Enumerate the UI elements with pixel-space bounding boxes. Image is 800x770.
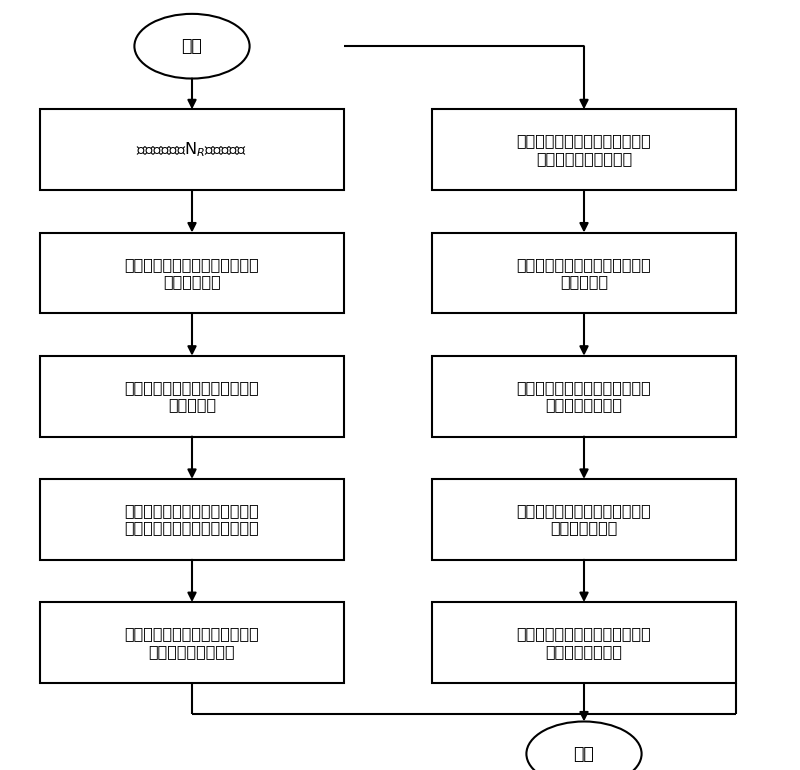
FancyBboxPatch shape xyxy=(40,602,344,683)
Text: 目的节点对源节点的发送信号进
行差分解调: 目的节点对源节点的发送信号进 行差分解调 xyxy=(517,256,651,290)
Text: 最佳的中继节点对接收信号进行
差分调制和差分解调: 最佳的中继节点对接收信号进行 差分调制和差分解调 xyxy=(125,626,259,659)
Text: 源节点对信源信息进行星座映射
和差分调制: 源节点对信源信息进行星座映射 和差分调制 xyxy=(125,380,259,413)
FancyBboxPatch shape xyxy=(432,109,736,190)
Text: 目的节点对最佳中继节点的发送
信号进行差分解调: 目的节点对最佳中继节点的发送 信号进行差分解调 xyxy=(517,380,651,413)
Text: 为源节点分配N$_R$个中继节点: 为源节点分配N$_R$个中继节点 xyxy=(137,140,247,159)
Text: 目的节点对最大比合并的输出信
号进行星座逆映射: 目的节点对最大比合并的输出信 号进行星座逆映射 xyxy=(517,626,651,659)
Text: 最佳的中继节点将差分调制的输
出信号转发到目的节点: 最佳的中继节点将差分调制的输 出信号转发到目的节点 xyxy=(517,133,651,166)
FancyBboxPatch shape xyxy=(432,356,736,437)
Ellipse shape xyxy=(526,721,642,770)
FancyBboxPatch shape xyxy=(40,109,344,190)
Text: 目的节点对差分解调的输出信号
进行最大比合并: 目的节点对差分解调的输出信号 进行最大比合并 xyxy=(517,503,651,536)
FancyBboxPatch shape xyxy=(40,356,344,437)
Ellipse shape xyxy=(134,14,250,79)
Text: 结束: 结束 xyxy=(574,745,594,763)
FancyBboxPatch shape xyxy=(432,233,736,313)
FancyBboxPatch shape xyxy=(432,602,736,683)
FancyBboxPatch shape xyxy=(40,233,344,313)
FancyBboxPatch shape xyxy=(432,479,736,560)
Text: 比较中继链路的信噪比，选择最
佳的中继节点: 比较中继链路的信噪比，选择最 佳的中继节点 xyxy=(125,256,259,290)
FancyBboxPatch shape xyxy=(40,479,344,560)
Text: 源节点将差分调制的输出信号发
送到目的节点和最佳的中继节点: 源节点将差分调制的输出信号发 送到目的节点和最佳的中继节点 xyxy=(125,503,259,536)
Text: 开始: 开始 xyxy=(182,37,202,55)
